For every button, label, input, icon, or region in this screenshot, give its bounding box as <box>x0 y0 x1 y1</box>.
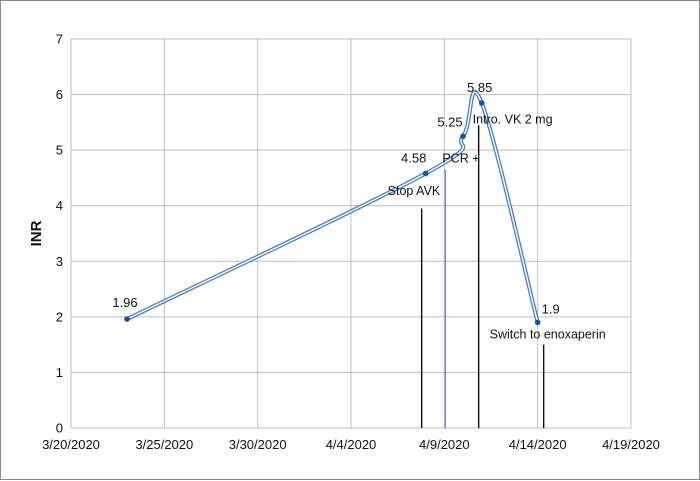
series-line-outer <box>126 90 540 323</box>
x-tick-labels: 3/20/2020 3/25/2020 3/30/2020 4/4/2020 4/9/2… <box>42 437 660 452</box>
x-tick-label: 3/25/2020 <box>135 437 193 452</box>
y-axis-label: INR <box>28 220 45 246</box>
annotation-label: Intro. VK 2 mg <box>473 113 553 127</box>
y-tick-label: 4 <box>56 198 63 213</box>
y-tick-label: 7 <box>56 32 63 47</box>
annotation-label: PCR + <box>442 151 479 165</box>
data-labels: 1.96 4.58 5.25 5.85 1.9 <box>112 80 559 317</box>
data-label: 5.85 <box>467 80 492 95</box>
data-point <box>478 100 485 106</box>
x-tick-label: 4/14/2020 <box>509 437 567 452</box>
event-annotations: Stop AVK PCR + Intro. VK 2 mg Switch to eno… <box>388 113 606 342</box>
y-tick-label: 0 <box>56 421 63 436</box>
x-tick-label: 4/4/2020 <box>326 437 377 452</box>
data-point <box>460 133 466 140</box>
data-point <box>422 170 429 177</box>
gridlines <box>70 38 632 429</box>
data-point <box>124 316 130 322</box>
data-label: 1.96 <box>112 295 137 310</box>
y-tick-label: 5 <box>56 143 63 158</box>
data-label: 1.9 <box>542 301 560 316</box>
y-tick-label: 1 <box>56 365 63 380</box>
x-tick-label: 4/9/2020 <box>419 437 470 452</box>
inr-series <box>124 90 541 326</box>
data-label: 5.25 <box>437 114 462 129</box>
x-tick-label: 4/19/2020 <box>602 437 660 452</box>
data-point <box>534 319 541 326</box>
annotation-label: Switch to enoxaperin <box>490 328 606 342</box>
event-lines <box>420 125 545 428</box>
y-tick-labels: 0 1 2 3 4 5 6 7 <box>56 32 63 436</box>
x-tick-label: 3/30/2020 <box>229 437 287 452</box>
x-tick-label: 3/20/2020 <box>42 437 100 452</box>
y-tick-label: 3 <box>56 254 63 269</box>
y-tick-label: 2 <box>56 309 63 324</box>
annotation-label: Stop AVK <box>388 184 441 198</box>
data-label: 4.58 <box>401 150 426 165</box>
y-tick-label: 6 <box>56 87 63 102</box>
